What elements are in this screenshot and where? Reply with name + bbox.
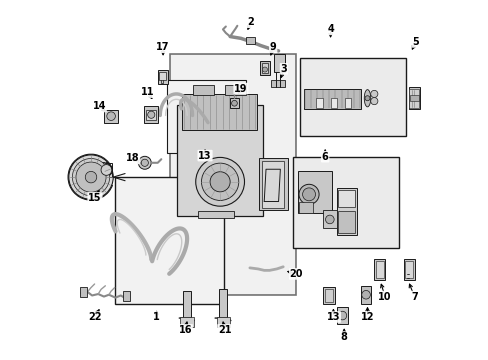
Text: 1: 1 [153,312,160,322]
Bar [177,105,263,216]
Circle shape [195,157,244,206]
Bar [373,259,384,280]
Bar [144,106,158,123]
Text: 2: 2 [247,17,254,27]
Circle shape [337,311,346,320]
Circle shape [76,162,106,192]
Circle shape [201,163,238,201]
Text: 8: 8 [340,332,347,342]
Bar [303,89,360,109]
Circle shape [147,111,155,118]
Text: 20: 20 [289,269,303,279]
Bar [146,110,156,120]
Bar [115,177,224,304]
Bar [403,259,414,280]
Bar [408,89,418,108]
Bar [101,163,112,177]
Bar [338,190,354,207]
Bar [260,61,269,75]
Bar [180,317,194,327]
Text: 16: 16 [178,325,192,335]
Text: 22: 22 [88,312,102,322]
Bar [182,94,257,130]
Bar [360,286,370,304]
Text: 4: 4 [326,24,333,35]
Circle shape [106,112,115,121]
Circle shape [325,215,333,224]
Bar [344,98,351,108]
Text: 17: 17 [156,42,169,52]
Circle shape [262,67,267,72]
Bar [300,58,405,136]
Circle shape [298,184,319,204]
Bar [183,291,190,318]
Text: 21: 21 [218,325,231,335]
Bar [409,95,418,101]
Circle shape [101,165,112,175]
Circle shape [302,188,315,201]
Bar [408,87,419,109]
Bar [330,98,336,108]
Bar [324,289,333,302]
Bar [261,161,284,208]
Bar [273,54,284,72]
Circle shape [72,158,109,196]
Bar [198,211,233,218]
Bar [192,85,214,95]
Text: 15: 15 [88,193,102,203]
Text: 14: 14 [92,102,106,112]
Circle shape [138,156,151,169]
Circle shape [231,100,237,106]
Circle shape [370,98,377,105]
Text: 5: 5 [412,37,418,47]
Circle shape [85,171,97,183]
Text: 13: 13 [326,312,340,322]
Text: 7: 7 [410,292,417,302]
Bar [123,291,129,301]
Bar [219,289,227,318]
Bar [271,80,285,87]
Bar [323,287,334,304]
Bar [338,211,354,233]
Text: 13: 13 [198,150,211,161]
Text: 3: 3 [280,64,287,74]
Bar [375,261,383,278]
Bar [298,202,312,213]
Bar [323,211,336,228]
Bar [167,80,246,153]
Bar [292,157,398,248]
Text: 18: 18 [125,153,139,163]
Text: 10: 10 [378,292,391,302]
Circle shape [361,291,369,299]
Text: 12: 12 [360,312,373,322]
Circle shape [141,159,148,166]
Bar [405,261,412,278]
Text: 9: 9 [269,42,276,52]
Bar [316,98,322,108]
Bar [258,158,287,211]
Bar [216,317,230,327]
Text: 6: 6 [321,152,328,162]
Polygon shape [169,54,296,296]
Circle shape [370,90,377,98]
Circle shape [210,172,230,192]
Bar [104,110,118,123]
Bar [246,37,255,44]
Circle shape [69,155,113,199]
Ellipse shape [364,90,370,107]
Bar [230,98,239,108]
Bar [261,63,267,73]
Bar [80,287,86,297]
Bar [336,188,357,234]
Bar [336,307,347,324]
Bar [159,72,166,80]
Bar [158,69,167,84]
Text: 19: 19 [234,84,247,94]
Bar [297,171,331,213]
Text: 11: 11 [141,87,154,97]
Bar [224,85,246,95]
Circle shape [364,96,369,101]
